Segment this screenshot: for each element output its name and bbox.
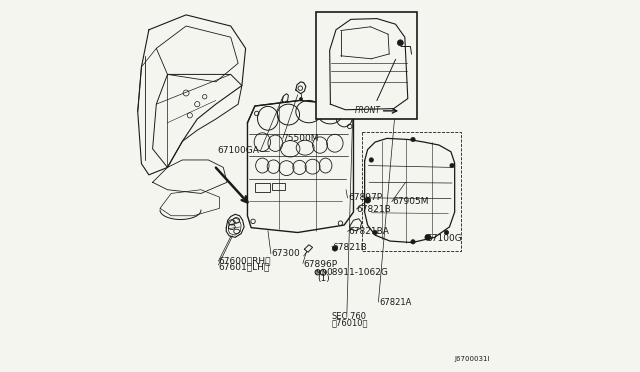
Circle shape [411, 240, 415, 244]
Circle shape [397, 40, 403, 46]
Text: 67821BA: 67821BA [348, 227, 388, 236]
Circle shape [365, 197, 371, 203]
Circle shape [300, 97, 303, 100]
Text: 67896P: 67896P [303, 260, 337, 269]
Text: 67601〈LH〉: 67601〈LH〉 [219, 263, 270, 272]
Text: 67100G: 67100G [426, 234, 462, 243]
Text: J6700031I: J6700031I [455, 356, 490, 362]
Text: 67897P: 67897P [348, 193, 382, 202]
Bar [316, 12, 417, 119]
Text: 75500M: 75500M [282, 134, 319, 143]
Text: 67821B: 67821B [332, 243, 367, 252]
Text: 67100GA: 67100GA [218, 146, 260, 155]
Text: SEC.760: SEC.760 [331, 312, 366, 321]
Circle shape [425, 234, 431, 240]
Circle shape [450, 163, 454, 168]
Bar [255, 183, 270, 192]
Text: 67600〈RH〉: 67600〈RH〉 [219, 257, 271, 266]
Circle shape [411, 137, 415, 142]
Bar [271, 183, 285, 190]
Text: N: N [321, 270, 326, 275]
Text: 67821A: 67821A [380, 298, 412, 307]
Text: (1): (1) [317, 274, 330, 283]
Text: 08911-1062G: 08911-1062G [326, 268, 388, 277]
Text: 67821B: 67821B [356, 205, 391, 214]
Circle shape [444, 230, 449, 235]
Text: 。76010〉: 。76010〉 [331, 318, 367, 327]
Circle shape [332, 246, 337, 251]
Text: FRONT: FRONT [355, 106, 381, 115]
Text: 67300: 67300 [271, 249, 300, 258]
Circle shape [369, 158, 374, 162]
Text: N: N [316, 270, 320, 275]
Text: 67905M: 67905M [392, 197, 429, 206]
Circle shape [373, 230, 378, 235]
